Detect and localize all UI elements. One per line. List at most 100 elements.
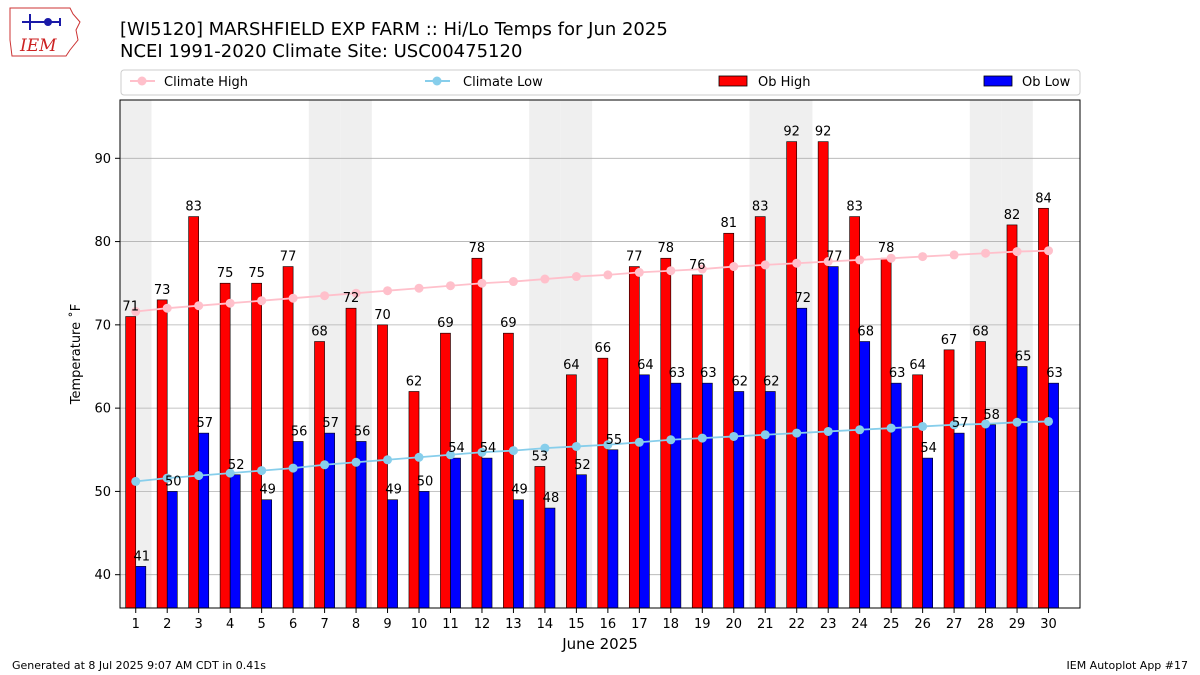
climate-low-point-day-29: [1012, 417, 1022, 427]
bar-ob-high-day-28: [975, 341, 986, 609]
x-tick-label-21: 21: [757, 617, 774, 632]
bar-ob-high-day-24: [849, 216, 860, 609]
bar-ob-low-day-15: [576, 474, 587, 609]
label-ob-low-day-27: 57: [952, 416, 969, 431]
label-ob-high-day-6: 77: [280, 250, 297, 265]
x-tick-label-5: 5: [257, 617, 265, 632]
legend-label-ob-high: Ob High: [758, 75, 811, 90]
climate-low-point-day-3: [194, 471, 204, 481]
bar-ob-high-day-11: [440, 332, 451, 609]
bar-ob-low-day-25: [890, 382, 902, 609]
climate-high-point-day-24: [855, 255, 865, 265]
climate-high-point-day-6: [288, 293, 298, 303]
label-ob-low-day-7: 57: [322, 416, 339, 431]
climate-low-point-day-20: [729, 431, 739, 441]
weather-station-icon: [22, 14, 61, 30]
bar-ob-high-day-17: [628, 266, 640, 609]
climate-high-point-day-2: [162, 303, 172, 313]
label-ob-high-day-20: 81: [720, 216, 737, 231]
x-tick-label-19: 19: [694, 617, 711, 632]
bar-ob-high-day-13: [503, 332, 514, 609]
climate-high-point-day-23: [823, 257, 833, 267]
climate-high-point-day-20: [729, 262, 739, 272]
bar-value-labels: 71 41 73 50 83 57 75 52 75 49 77 56 68 57 72 56 70 49 62 50…: [122, 125, 1062, 565]
label-ob-high-day-17: 77: [626, 250, 643, 265]
climate-high-point-day-11: [445, 281, 455, 291]
x-tick-label-27: 27: [946, 617, 963, 632]
bar-ob-low-day-20: [733, 391, 745, 609]
bar-ob-low-day-16: [607, 449, 619, 609]
bar-ob-low-day-27: [953, 432, 965, 609]
bar-ob-low-day-7: [324, 432, 335, 609]
x-tick-label-1: 1: [132, 617, 140, 632]
climate-high-point-day-3: [194, 301, 204, 311]
label-ob-high-day-4: 75: [217, 266, 234, 281]
label-ob-high-day-27: 67: [941, 333, 958, 348]
bar-ob-high-day-2: [156, 299, 168, 609]
bar-ob-low-day-4: [229, 474, 241, 609]
label-ob-high-day-21: 83: [752, 200, 769, 215]
bar-ob-low-day-17: [639, 374, 650, 609]
climate-low-point-day-30: [1044, 416, 1054, 426]
bar-ob-low-day-12: [481, 457, 493, 609]
x-tick-label-25: 25: [883, 617, 900, 632]
label-ob-high-day-11: 69: [437, 316, 454, 331]
legend-item-climate-low: Climate Low: [425, 75, 543, 90]
climate-low-point-day-19: [697, 433, 707, 443]
x-tick-label-3: 3: [195, 617, 203, 632]
climate-high-point-day-12: [477, 278, 487, 288]
label-ob-low-day-16: 55: [606, 433, 623, 448]
y-tick-label-80: 80: [94, 235, 111, 250]
bar-ob-low-day-26: [922, 457, 933, 609]
bar-ob-low-day-22: [796, 307, 808, 609]
bar-ob-low-day-1: [135, 566, 147, 609]
chart-title: [WI5120] MARSHFIELD EXP FARM :: Hi/Lo Te…: [120, 19, 668, 40]
climate-low-point-day-9: [383, 455, 393, 465]
bar-ob-low-day-10: [418, 491, 430, 609]
bar-ob-high-day-26: [912, 374, 923, 609]
label-ob-low-day-18: 63: [669, 366, 686, 381]
y-tick-label-60: 60: [94, 402, 111, 417]
x-tick-label-28: 28: [977, 617, 994, 632]
label-ob-low-day-12: 54: [480, 441, 497, 456]
label-ob-low-day-22: 72: [794, 291, 811, 306]
x-tick-label-11: 11: [442, 617, 459, 632]
label-ob-low-day-6: 56: [291, 424, 308, 439]
climate-high-point-day-17: [634, 267, 644, 277]
climate-high-point-day-19: [697, 264, 707, 274]
bar-ob-low-day-11: [450, 457, 461, 609]
climate-high-point-day-29: [1012, 247, 1022, 257]
x-tick-label-18: 18: [663, 617, 680, 632]
y-tick-label-90: 90: [94, 152, 111, 167]
label-ob-high-day-18: 78: [658, 241, 675, 256]
x-tick-label-14: 14: [537, 617, 554, 632]
climate-lines: [131, 246, 1054, 486]
climate-low-point-day-13: [508, 446, 518, 456]
climate-low-point-day-25: [886, 423, 896, 433]
legend-item-climate-high: Climate High: [130, 75, 248, 90]
x-tick-label-10: 10: [411, 617, 428, 632]
climate-low-point-day-5: [257, 466, 267, 476]
bar-ob-high-day-27: [943, 349, 955, 609]
label-ob-high-day-9: 70: [374, 308, 391, 323]
climate-high-point-day-9: [383, 286, 393, 296]
climate-high-point-day-21: [760, 260, 770, 270]
climate-low-point-day-22: [792, 428, 802, 438]
legend: Climate High Climate Low Ob High Ob Low: [120, 69, 1081, 96]
label-ob-low-day-4: 52: [228, 458, 245, 473]
climate-high-line: [135, 249, 1049, 313]
climate-low-point-day-6: [288, 463, 298, 473]
label-ob-high-day-10: 62: [406, 374, 423, 389]
bar-ob-low-day-3: [198, 432, 210, 609]
label-ob-high-day-25: 78: [878, 241, 895, 256]
climate-high-point-day-4: [225, 298, 235, 308]
bar-ob-low-day-14: [544, 507, 556, 609]
climate-low-point-day-24: [855, 425, 865, 435]
bar-ob-high-day-7: [314, 341, 325, 609]
climate-high-point-day-14: [540, 274, 550, 284]
legend-frame: [120, 69, 1081, 96]
legend-label-climate-high: Climate High: [164, 75, 248, 90]
legend-label-ob-low: Ob Low: [1022, 75, 1071, 90]
